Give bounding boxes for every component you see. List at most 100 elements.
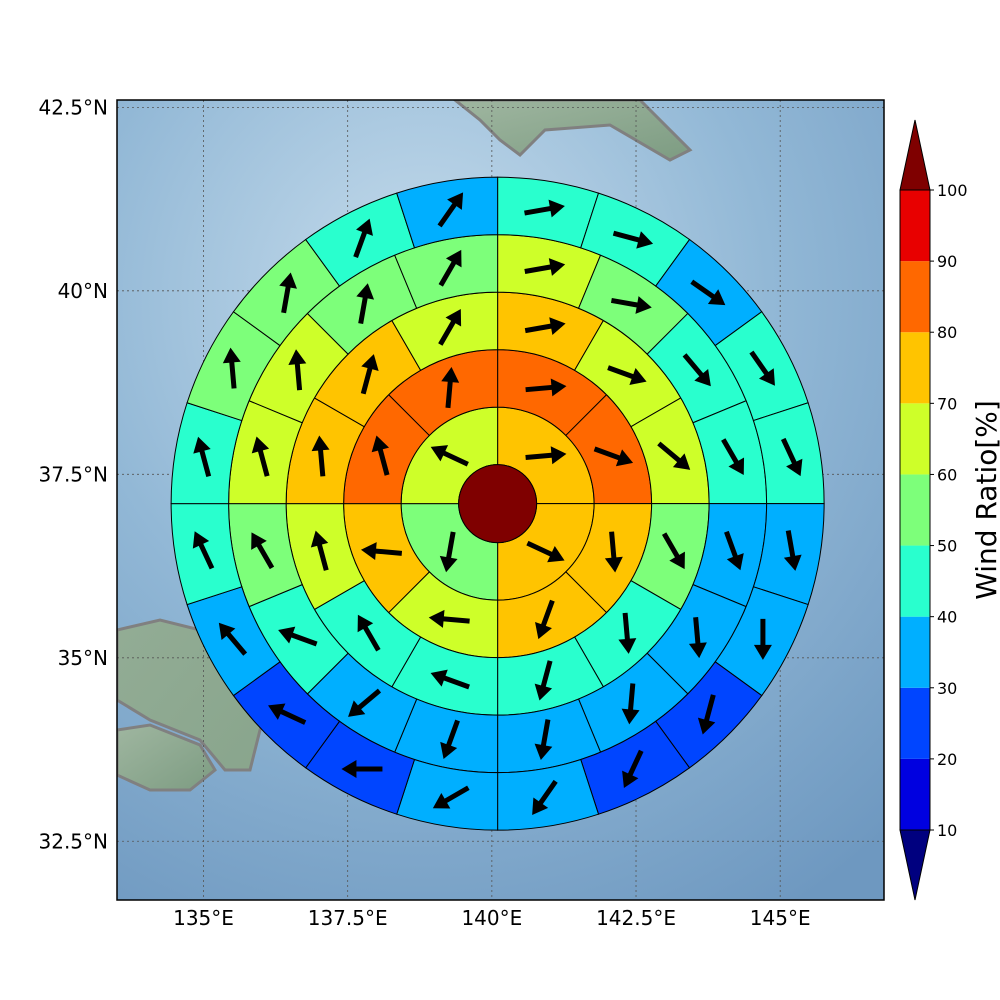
wind-arrow <box>534 719 553 760</box>
colorbar-tick-label: 10 <box>937 821 957 840</box>
wind-arrow <box>524 258 566 276</box>
wind-arrow <box>437 192 464 228</box>
wind-arrow <box>438 249 462 287</box>
wind-arrow <box>524 199 565 218</box>
wind-arrow <box>251 436 270 477</box>
colorbar-segment <box>900 403 930 475</box>
lon-tick-label: 140°E <box>461 906 522 930</box>
wind-arrow <box>525 378 567 397</box>
wind-arrow <box>661 532 685 570</box>
wind-arrow <box>780 437 803 477</box>
colorbar-tick-label: 80 <box>937 323 957 342</box>
wind-arrow <box>618 612 637 654</box>
wind-arrow <box>657 441 691 470</box>
wind-arrow <box>371 435 390 476</box>
lat-tick-label: 40°N <box>58 279 108 303</box>
wind-arrow <box>524 317 566 335</box>
wind-arrow <box>721 438 745 475</box>
wind-arrow <box>310 530 329 571</box>
colorbar-segment <box>900 687 930 759</box>
wind-arrow <box>607 365 647 385</box>
wind-arrow <box>430 669 470 690</box>
wind-arrow <box>724 530 744 571</box>
latitude-tick-labels: 32.5°N 35°N 37.5°N 40°N 42.5°N <box>39 95 109 853</box>
shikoku-land <box>117 723 217 792</box>
wind-arrow <box>534 660 553 701</box>
wind-direction-arrows <box>192 192 803 815</box>
wind-arrow <box>604 531 623 573</box>
wind-arrow <box>279 272 297 314</box>
wind-arrow <box>438 308 462 346</box>
wind-arrow <box>593 446 634 467</box>
colorbar-segment <box>900 261 930 333</box>
wind-arrow <box>430 445 469 467</box>
lat-tick-label: 35°N <box>58 646 108 670</box>
colorbar-tick-label: 50 <box>937 537 957 556</box>
wind-arrow <box>621 683 640 725</box>
wind-arrow <box>251 532 275 570</box>
wind-arrow <box>357 614 381 652</box>
colorbar-segment <box>900 474 930 546</box>
wind-arrow <box>532 779 558 815</box>
wind-arrow <box>439 531 458 573</box>
wind-arrow <box>218 622 248 656</box>
colorbar-segment <box>900 616 930 688</box>
colorbar-tick-label: 70 <box>937 394 957 413</box>
wind-arrow <box>278 626 318 647</box>
lat-tick-label: 32.5°N <box>39 829 109 853</box>
wind-arrow <box>783 530 802 571</box>
wind-arrow <box>311 435 330 477</box>
colorbar-tick-label: 60 <box>937 465 957 484</box>
center-disc <box>458 464 538 544</box>
wind-arrow <box>690 279 726 306</box>
colorbar-tick-label: 90 <box>937 252 957 271</box>
wind-arrow <box>525 446 567 465</box>
wind-arrow <box>682 353 711 387</box>
lon-tick-label: 145°E <box>750 906 811 930</box>
wind-arrow <box>610 296 652 314</box>
wind-arrow <box>535 599 555 640</box>
colorbar-tick-label: 100 <box>937 181 968 200</box>
colorbar-label: Wind Ratio[%] <box>970 400 1000 600</box>
colorbar-segment <box>900 332 930 404</box>
lat-tick-label: 37.5°N <box>39 462 109 486</box>
wind-arrow <box>341 759 383 778</box>
colorbar-tick-label: 40 <box>937 608 957 627</box>
lon-tick-label: 142.5°E <box>596 906 676 930</box>
wind-arrow <box>360 542 403 561</box>
wind-arrow <box>612 230 654 249</box>
wind-arrow <box>428 609 470 628</box>
wind-arrow <box>440 719 460 760</box>
wind-arrow <box>268 703 307 725</box>
lat-tick-label: 42.5°N <box>39 95 109 119</box>
wind-arrow <box>688 617 707 659</box>
wind-arrow <box>753 618 772 660</box>
colorbar-min-extend <box>899 829 931 901</box>
wind-arrow <box>356 283 375 325</box>
wind-arrow <box>526 540 565 563</box>
longitude-tick-labels: 135°E 137.5°E 140°E 142.5°E 145°E <box>173 906 811 930</box>
hokkaido-land <box>452 100 693 162</box>
colorbar-segment <box>900 545 930 617</box>
colorbar: 10 20 30 40 50 60 70 80 90 100 <box>899 119 968 901</box>
colorbar-segment <box>900 190 930 262</box>
wind-arrow <box>697 694 716 735</box>
wind-arrow <box>749 350 775 386</box>
lon-tick-label: 135°E <box>173 906 234 930</box>
colorbar-segment <box>900 758 930 830</box>
wind-arrow <box>192 531 215 570</box>
wind-ratio-sectors <box>170 176 825 831</box>
wind-arrow <box>622 749 644 788</box>
wind-arrow <box>353 218 373 259</box>
colorbar-tick-label: 20 <box>937 750 957 769</box>
wind-arrow <box>288 349 307 391</box>
colorbar-frame <box>899 189 931 831</box>
lon-tick-label: 137.5°E <box>308 906 388 930</box>
wind-arrow <box>193 436 212 478</box>
wind-arrow <box>432 785 470 809</box>
colorbar-max-extend <box>899 119 931 191</box>
wind-arrow <box>360 354 379 395</box>
wind-arrow <box>441 367 460 409</box>
colorbar-tick-label: 30 <box>937 679 957 698</box>
